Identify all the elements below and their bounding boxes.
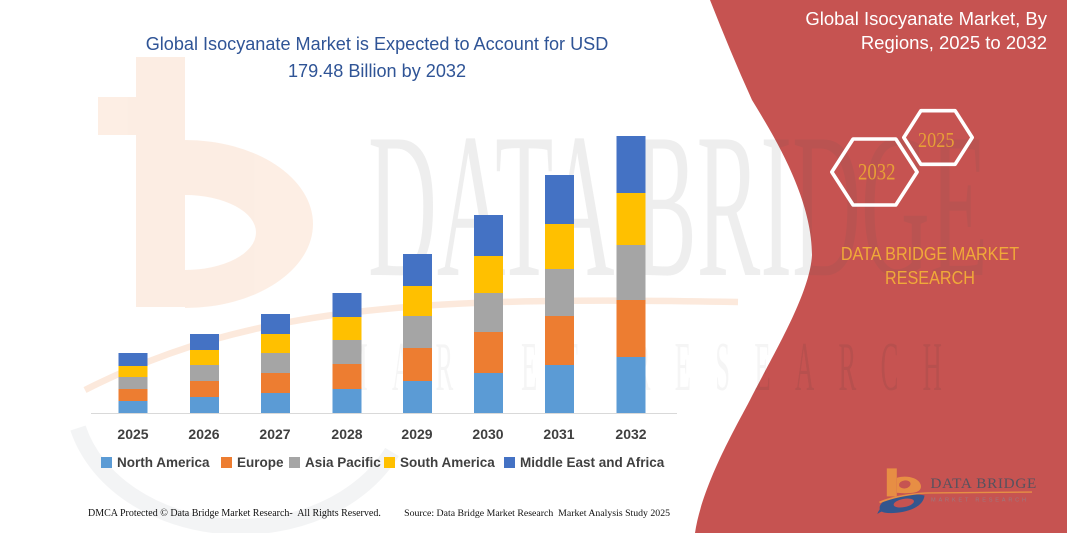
svg-text:2025: 2025 (918, 128, 955, 152)
svg-text:MARKET RESEARCH: MARKET RESEARCH (931, 498, 1029, 504)
svg-text:2032: 2032 (858, 160, 896, 186)
svg-text:DATA BRIDGE: DATA BRIDGE (931, 475, 1037, 492)
